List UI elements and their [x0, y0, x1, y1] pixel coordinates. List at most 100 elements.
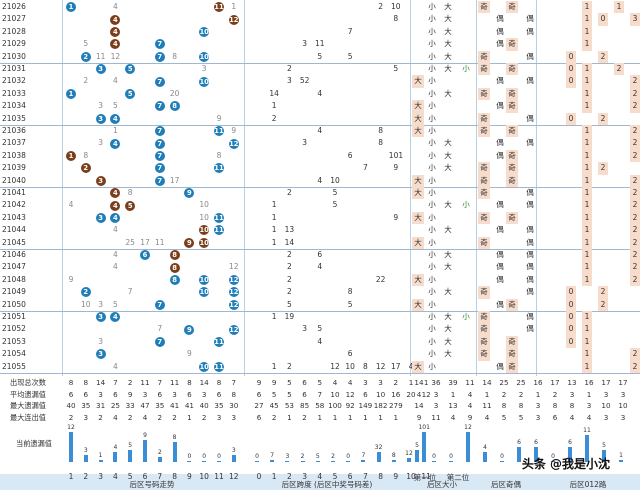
span-value: 6 — [347, 150, 353, 160]
table-row: 21040 3 7 17 4 10 大小 奇 奇 1 2 — [0, 174, 640, 187]
stat-tail-value: 3 — [586, 401, 592, 410]
issue-number: 21042 — [2, 200, 26, 210]
ball-number: 10 — [199, 26, 210, 37]
span-value: 2 — [378, 2, 383, 11]
size-cell: 大 — [444, 64, 452, 73]
miss-value: 8 — [127, 188, 133, 197]
stat-span-value: 1 — [408, 378, 414, 387]
bar-mark — [270, 459, 275, 462]
bar-mark — [585, 434, 589, 462]
route-highlight — [582, 13, 592, 26]
size-cell: 大 — [444, 225, 452, 235]
span-value: 5 — [332, 200, 338, 210]
miss-value: 10 — [81, 299, 91, 309]
footer-number: 4 — [317, 472, 323, 481]
ball-number: 11 — [214, 361, 224, 372]
parity-cell: 奇 — [508, 175, 516, 185]
size-cell: 小 — [428, 274, 436, 284]
size-cell: 小 — [428, 175, 436, 185]
bar-label: 11 — [583, 426, 591, 434]
miss-value: 17 — [140, 237, 150, 247]
span-value: 5 — [317, 324, 323, 334]
size-cell: 小 — [428, 163, 436, 173]
parity-highlight — [506, 87, 518, 101]
stat-back-value: 41 — [184, 401, 194, 410]
size-cell: 小 — [428, 126, 436, 135]
stat-span-value: 1 — [347, 412, 353, 422]
span-value: 52 — [299, 76, 310, 86]
ball-number: 7 — [154, 126, 165, 137]
bar-label: 4 — [483, 444, 487, 451]
bar-mark — [361, 459, 366, 462]
group-divider — [0, 63, 640, 64]
ball-number: 12 — [228, 274, 239, 285]
issue-number: 21034 — [2, 101, 26, 111]
bar-label: 32 — [374, 444, 383, 452]
stat-tail-value: 2 — [501, 389, 507, 399]
bar-label: 0 — [255, 453, 259, 460]
bar-label: 12 — [67, 424, 75, 431]
span-value: 3 — [302, 39, 307, 49]
ball-number: 11 — [214, 2, 224, 13]
stat-tail-value: 1 — [484, 389, 490, 399]
route-cell: 2 — [632, 175, 638, 185]
bar-label: 4 — [113, 444, 118, 451]
miss-value: 5 — [83, 39, 89, 49]
parity-cell: 偶 — [496, 299, 504, 309]
route-highlight — [630, 199, 640, 212]
ball-number: 10 — [199, 51, 210, 62]
bar-mark — [172, 442, 177, 462]
miss-value: 5 — [113, 299, 118, 309]
group-divider — [0, 373, 640, 374]
bar-mark — [300, 461, 305, 462]
stat-tail-value: 17 — [550, 378, 560, 387]
issue-number: 21038 — [2, 150, 26, 160]
span-value: 1 — [271, 312, 277, 321]
miss-value: 5 — [113, 101, 118, 111]
ball-number: 3 — [95, 312, 106, 323]
group-divider — [0, 311, 640, 312]
miss-value: 3 — [98, 101, 103, 111]
stat-tail-value: 3 — [603, 412, 609, 422]
parity-cell: 奇 — [508, 299, 516, 309]
parity-cell: 偶 — [526, 287, 534, 297]
stat-span-value: 45 — [269, 401, 279, 410]
stat-span-value: 6 — [256, 389, 262, 399]
parity-cell: 偶 — [526, 274, 534, 284]
ball-number: 11 — [214, 225, 224, 236]
parity-highlight — [506, 348, 518, 361]
miss-value: 12 — [229, 262, 239, 272]
ball-number: 1 — [66, 88, 76, 99]
route-cell: 1 — [584, 188, 590, 197]
bar-mark — [483, 452, 487, 462]
route-highlight — [582, 273, 592, 287]
stat-back-value: 14 — [199, 378, 209, 387]
stat-back-value: 6 — [113, 389, 118, 399]
route-cell: 1 — [584, 101, 590, 111]
route-highlight — [582, 249, 592, 262]
issue-number: 21030 — [2, 51, 26, 61]
stat-tail-value: 3 — [603, 389, 609, 399]
span-value: 101 — [388, 150, 404, 160]
span-value: 1 — [271, 225, 277, 235]
route-highlight — [630, 87, 640, 101]
route-cell: 2 — [632, 188, 638, 197]
size-cell: 大 — [444, 250, 452, 259]
stat-span-value: 27 — [254, 401, 264, 410]
parity-highlight — [506, 125, 518, 138]
stat-back-value: 2 — [172, 412, 177, 422]
bar-label: 5 — [602, 441, 606, 449]
stat-tail-value: 1 — [535, 389, 541, 399]
ball-number: 12 — [228, 324, 239, 335]
route-cell: 2 — [632, 250, 638, 259]
stat-back-value: 35 — [155, 401, 165, 410]
parity-highlight — [478, 112, 490, 125]
span-value: 2 — [287, 287, 292, 297]
bar-mark — [432, 461, 436, 462]
stat-back-value: 4 — [142, 412, 148, 422]
route-cell: 0 — [568, 113, 574, 123]
issue-number: 21028 — [2, 26, 26, 36]
issue-number: 21040 — [2, 175, 26, 185]
footer-number: 11 — [214, 472, 224, 481]
stats-row: 平均遗漏值 6 6 3 6 9 3 6 3 6 3 6 8 6 5 5 6 7 10 12 6 10 16 20 12 4 3 1 4 1… — [0, 389, 640, 401]
